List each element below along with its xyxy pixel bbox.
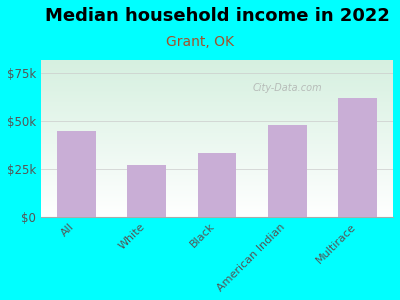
Title: Median household income in 2022: Median household income in 2022 [45,7,390,25]
Bar [198,154,236,217]
Bar [127,165,166,217]
Text: Grant, OK: Grant, OK [166,35,234,50]
Bar [338,98,377,217]
Text: City-Data.com: City-Data.com [253,83,322,93]
Bar [268,125,307,217]
Bar [57,130,96,217]
